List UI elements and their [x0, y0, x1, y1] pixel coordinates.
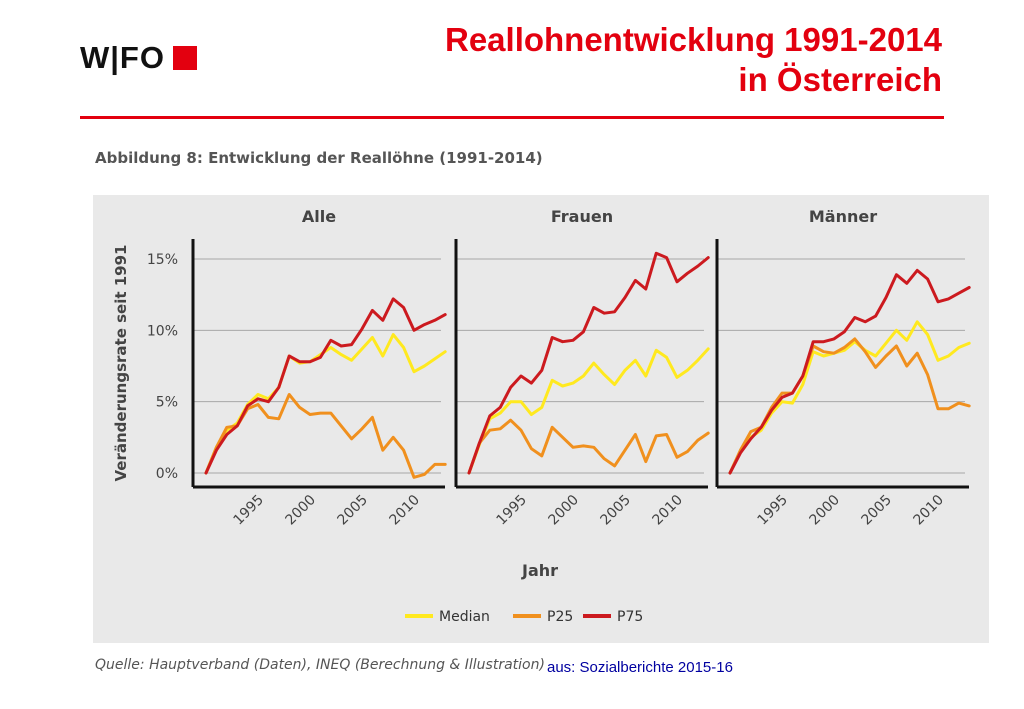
- slide-title-line2: in Österreich: [738, 61, 942, 98]
- x-tick-label: 2000: [807, 492, 844, 529]
- x-tick-label: 1995: [231, 492, 268, 529]
- aus-note: aus: Sozialberichte 2015-16: [547, 659, 733, 676]
- series-line-p25: [204, 393, 447, 479]
- y-tick-label: 0%: [156, 466, 178, 482]
- y-tick-label: 15%: [147, 252, 178, 268]
- y-tick-label: 5%: [156, 395, 178, 411]
- source-note: Quelle: Hauptverband (Daten), INEQ (Bere…: [95, 657, 545, 673]
- x-tick-label: 2005: [859, 492, 896, 529]
- series-line-p25: [728, 337, 971, 475]
- x-tick-label: 2010: [650, 492, 687, 529]
- x-tick-label: 2010: [911, 492, 948, 529]
- legend-label: P25: [547, 609, 573, 625]
- x-tick-label: 2000: [283, 492, 320, 529]
- slide-title-line1: Reallohnentwicklung 1991-2014: [444, 21, 942, 58]
- panel-title: Frauen: [551, 207, 613, 226]
- series-line-median: [728, 320, 971, 475]
- series-line-p75: [467, 251, 710, 475]
- legend-label: P75: [617, 609, 643, 625]
- series-line-median: [204, 333, 447, 475]
- x-tick-label: 1995: [494, 492, 531, 529]
- x-axis-label: Jahr: [521, 561, 558, 580]
- x-tick-label: 2010: [387, 492, 424, 529]
- legend-label: Median: [439, 609, 490, 625]
- x-tick-label: 1995: [755, 492, 792, 529]
- chart-panel: Veränderungsrate seit 1991 0% 5% 10% 15% Alle…: [93, 195, 989, 643]
- series-line-p75: [204, 297, 447, 475]
- x-tick-label: 2000: [546, 492, 583, 529]
- panel-title: Alle: [302, 207, 336, 226]
- x-tick-label: 2005: [335, 492, 372, 529]
- y-tick-label: 10%: [147, 323, 178, 339]
- y-axis-label: Veränderungsrate seit 1991: [112, 245, 130, 482]
- panel-title: Männer: [809, 207, 877, 226]
- slide-title: Reallohnentwicklung 1991-2014 in Österre…: [445, 20, 942, 100]
- line-chart: Veränderungsrate seit 1991 0% 5% 10% 15% Alle…: [112, 207, 971, 625]
- title-divider: [80, 116, 944, 119]
- series-line-p25: [467, 418, 710, 475]
- figure-caption: Abbildung 8: Entwicklung der Reallöhne (…: [95, 149, 543, 167]
- x-tick-label: 2005: [598, 492, 635, 529]
- wifo-logo-square-icon: [172, 46, 197, 70]
- series-line-p75: [728, 268, 971, 475]
- wifo-logo: W|FO: [80, 40, 197, 76]
- wifo-logo-text: W|FO: [80, 40, 165, 75]
- series-line-median: [467, 347, 710, 475]
